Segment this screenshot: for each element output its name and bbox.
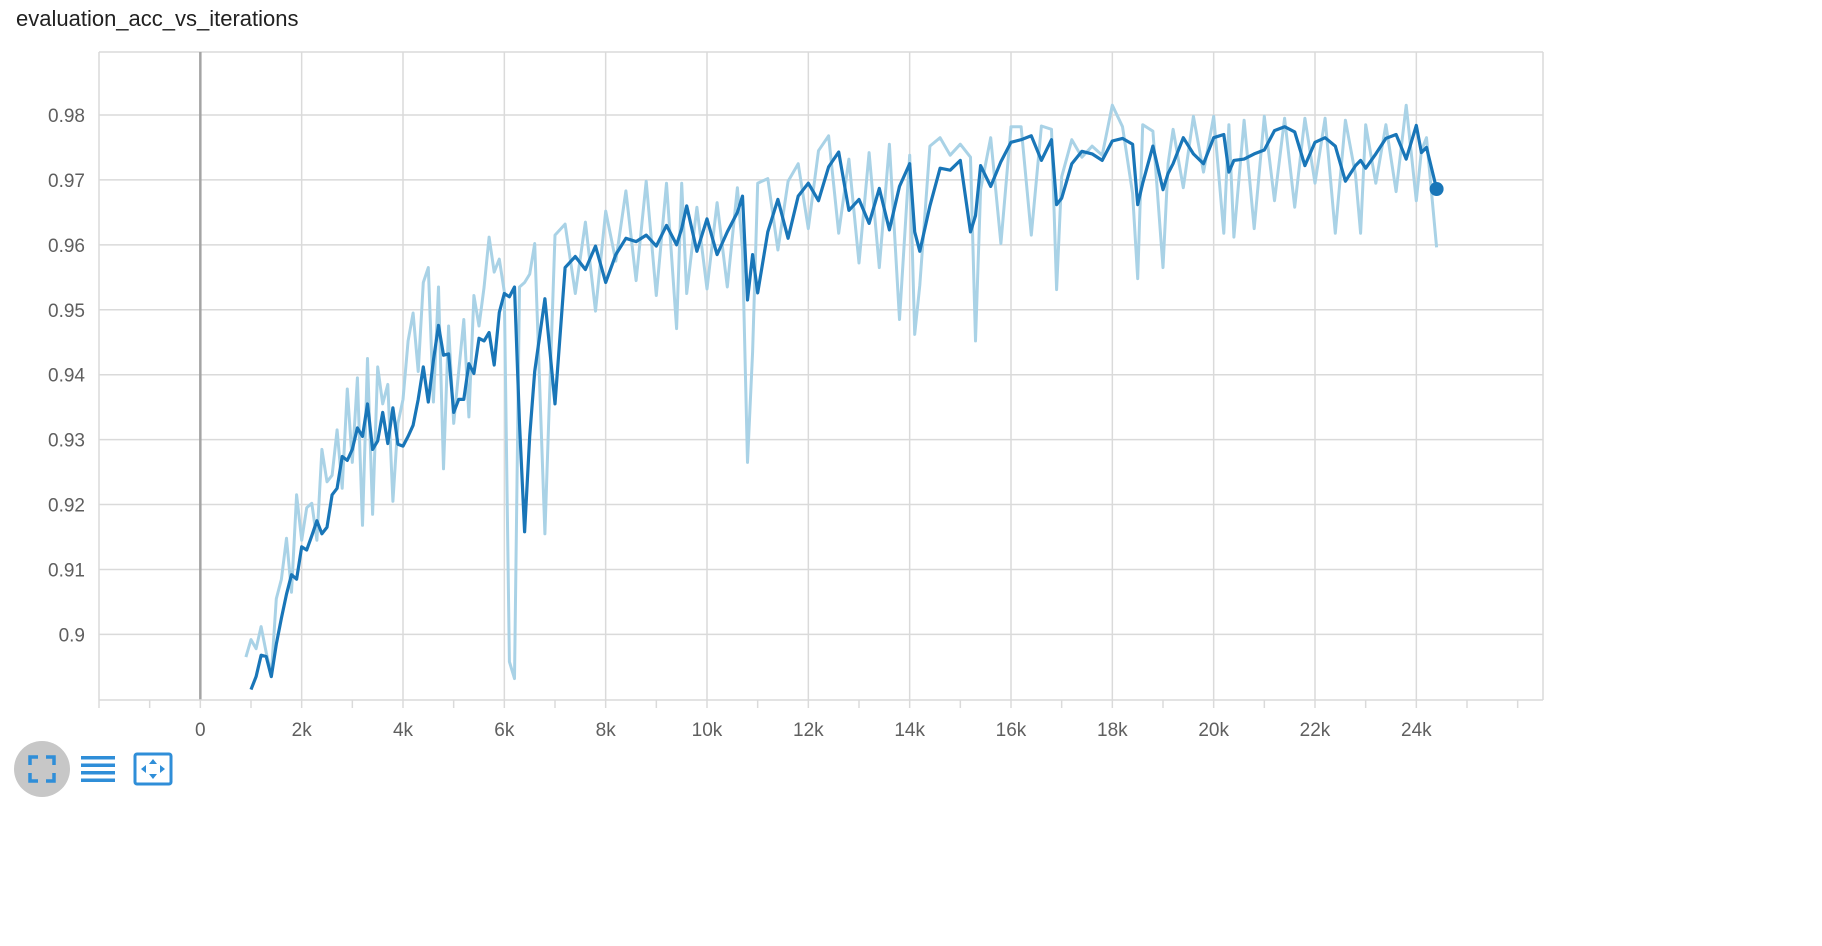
x-tick-label: 24k bbox=[1401, 720, 1432, 741]
x-tick-label: 8k bbox=[596, 720, 617, 741]
x-tick-label: 12k bbox=[793, 720, 824, 741]
y-tick-label: 0.94 bbox=[48, 366, 85, 387]
y-tick-label: 0.9 bbox=[59, 625, 85, 646]
x-tick-label: 20k bbox=[1198, 720, 1229, 741]
toggle-y-log-button[interactable] bbox=[70, 741, 126, 797]
raw-series-line bbox=[244, 103, 1439, 681]
last-point-marker bbox=[1429, 182, 1444, 197]
x-tick-label: 22k bbox=[1300, 720, 1331, 741]
fit-domain-button[interactable] bbox=[125, 741, 181, 797]
x-tick-label: 10k bbox=[692, 720, 723, 741]
x-tick-label: 4k bbox=[393, 720, 414, 741]
y-tick-label: 0.97 bbox=[48, 171, 85, 192]
y-tick-label: 0.91 bbox=[48, 560, 85, 581]
y-tick-label: 0.96 bbox=[48, 236, 85, 257]
x-tick-label: 18k bbox=[1097, 720, 1128, 741]
x-tick-label: 14k bbox=[894, 720, 925, 741]
chart-title: evaluation_acc_vs_iterations bbox=[16, 6, 299, 31]
x-tick-label: 2k bbox=[292, 720, 313, 741]
smoothed-series-line bbox=[249, 123, 1439, 691]
x-tick-label: 6k bbox=[494, 720, 515, 741]
y-tick-label: 0.95 bbox=[48, 301, 85, 322]
fullscreen-icon bbox=[28, 755, 56, 783]
y-tick-label: 0.92 bbox=[48, 496, 85, 517]
y-tick-label: 0.98 bbox=[48, 106, 85, 127]
list-icon bbox=[81, 756, 115, 782]
x-tick-label: 0 bbox=[195, 720, 206, 741]
fit-domain-icon bbox=[133, 752, 173, 786]
x-tick-label: 16k bbox=[996, 720, 1027, 741]
fullscreen-button[interactable] bbox=[14, 741, 70, 797]
y-tick-label: 0.93 bbox=[48, 431, 85, 452]
